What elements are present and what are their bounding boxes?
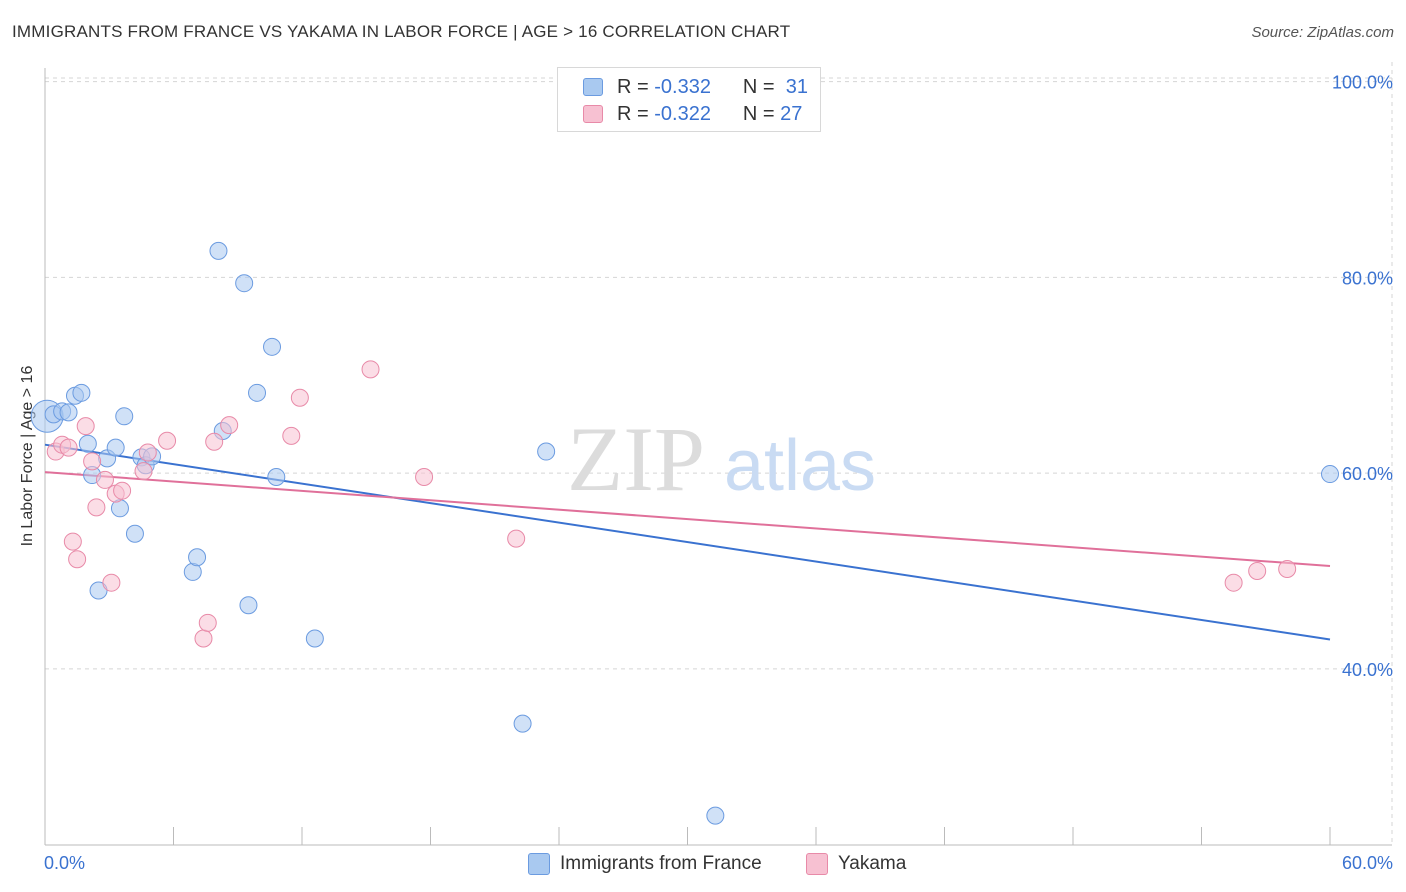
axes <box>44 68 1392 846</box>
legend-row-france: R = -0.332 N = 31 <box>583 76 808 98</box>
data-point-yakama <box>59 438 78 457</box>
data-point-yakama <box>87 498 106 517</box>
x-tick-label-max: 60.0% <box>1342 853 1393 873</box>
bottom-legend-label-france: Immigrants from France <box>560 853 762 874</box>
data-point-france <box>513 714 532 733</box>
data-point-france <box>78 434 97 453</box>
gridlines <box>45 62 1393 845</box>
data-point-yakama <box>282 426 301 445</box>
bottom-legend-yakama: Yakama <box>806 852 906 876</box>
y-tick-label: 80.0% <box>1342 268 1393 288</box>
data-point-france <box>248 383 267 402</box>
data-point-yakama <box>198 613 217 632</box>
x-tick-label-min: 0.0% <box>44 853 85 873</box>
data-point-france <box>188 548 207 567</box>
data-point-france <box>706 806 725 825</box>
chart-title: IMMIGRANTS FROM FRANCE VS YAKAMA IN LABO… <box>12 22 791 41</box>
data-point-yakama <box>194 629 213 648</box>
bottom-legend-swatch-yakama <box>806 853 828 875</box>
watermark-atlas: atlas <box>724 426 876 506</box>
y-tick-label: 60.0% <box>1342 464 1393 484</box>
source-label: Source: ZipAtlas.com <box>1251 24 1394 41</box>
data-point-yakama <box>1224 573 1243 592</box>
data-point-france <box>305 629 324 648</box>
legend-r-value-yakama: -0.322 <box>654 102 711 125</box>
tick-labels: 40.0% 60.0% 80.0% 100.0% 0.0% 60.0% <box>44 73 1393 873</box>
data-point-yakama <box>415 467 434 486</box>
data-point-france <box>263 337 282 356</box>
bottom-legend-france: Immigrants from France <box>528 852 762 876</box>
legend-r-value-france: -0.332 <box>654 75 711 98</box>
data-point-yakama <box>507 529 526 548</box>
data-point-france <box>59 403 78 422</box>
data-points <box>30 241 1339 825</box>
data-point-france <box>1321 465 1339 484</box>
legend-row-yakama: R = -0.322 N = 27 <box>583 103 802 125</box>
legend-n-value-france: 31 <box>785 75 808 98</box>
legend-n-label: N = <box>742 102 775 125</box>
trend-line-france <box>44 443 1331 641</box>
legend-r-label: R = <box>617 102 649 125</box>
data-point-yakama <box>1278 559 1297 578</box>
data-point-yakama <box>158 431 177 450</box>
legend-swatch-yakama <box>583 105 603 123</box>
legend-r-label: R = <box>617 75 649 98</box>
data-point-france <box>125 524 144 543</box>
data-point-france <box>106 438 125 457</box>
data-point-yakama <box>134 462 153 481</box>
y-tick-label: 40.0% <box>1342 660 1393 680</box>
trend-line-yakama <box>44 471 1331 568</box>
data-point-yakama <box>138 443 157 462</box>
y-tick-label: 100.0% <box>1332 73 1393 93</box>
data-point-yakama <box>63 532 82 551</box>
data-point-yakama <box>95 470 114 489</box>
bottom-legend-label-yakama: Yakama <box>838 853 907 874</box>
legend-swatch-france <box>583 78 603 96</box>
data-point-yakama <box>113 481 132 500</box>
legend-n-label: N = <box>742 75 775 98</box>
bottom-legend-swatch-france <box>528 853 550 875</box>
data-point-france <box>239 596 258 615</box>
trend-lines <box>44 443 1331 641</box>
data-point-france <box>209 241 228 260</box>
legend-n-value-yakama: 27 <box>780 102 803 125</box>
data-point-yakama <box>76 417 95 436</box>
data-point-france <box>72 383 91 402</box>
data-point-france <box>115 407 134 426</box>
data-point-yakama <box>220 416 239 435</box>
data-point-yakama <box>83 452 102 471</box>
watermark-zip: ZIP <box>567 408 705 510</box>
data-point-yakama <box>102 573 121 592</box>
data-point-france <box>267 467 286 486</box>
data-point-france <box>537 442 556 461</box>
data-point-yakama <box>361 360 380 379</box>
data-point-france <box>235 274 254 293</box>
data-point-yakama <box>1248 561 1267 580</box>
correlation-legend: R = -0.332 N = 31 R = -0.322 N = 27 <box>557 67 821 132</box>
data-point-yakama <box>68 550 87 569</box>
data-point-yakama <box>290 388 309 407</box>
data-point-yakama <box>205 432 224 451</box>
